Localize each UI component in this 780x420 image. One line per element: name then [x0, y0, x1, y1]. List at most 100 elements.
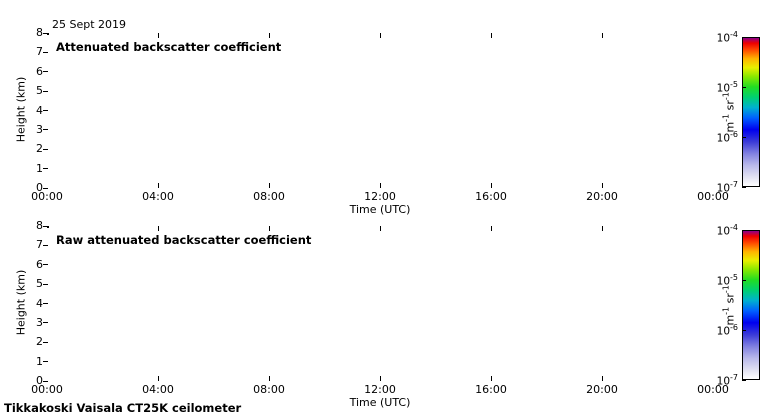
ytick-label: 1 — [36, 161, 43, 175]
ytick-mark — [43, 187, 48, 189]
colorbar-tickmark — [742, 186, 746, 188]
colorbar-tickmark — [742, 36, 746, 38]
xlabel-top: Time (UTC) — [349, 203, 411, 216]
ytick-label: 3 — [36, 122, 43, 136]
colorbar-tickmark — [742, 379, 746, 381]
ytick-label: 7 — [36, 45, 43, 59]
ytick-label: 6 — [36, 257, 43, 271]
ytick-mark — [43, 322, 48, 324]
xtick-mark — [268, 226, 270, 231]
ytick-label: 8 — [36, 26, 43, 39]
ytick-label: 7 — [36, 238, 43, 252]
xtick-mark — [601, 376, 603, 381]
ytick-label: 4 — [36, 103, 43, 117]
xtick-mark — [601, 226, 603, 231]
colorbar-bottom — [742, 230, 760, 380]
colorbar-tick-label: 10-4 — [716, 30, 738, 45]
ytick-mark — [43, 264, 48, 266]
xtick-mark — [379, 33, 381, 38]
ytick-label: 1 — [36, 354, 43, 368]
colorbar-tick-label: 10-4 — [716, 223, 738, 238]
xtick-mark — [490, 376, 492, 381]
ytick-mark — [43, 90, 48, 92]
xtick-mark — [268, 33, 270, 38]
xtick-label: 04:00 — [142, 383, 174, 396]
date-label: 25 Sept 2019 — [52, 18, 127, 31]
ytick-mark — [43, 71, 48, 73]
xtick-mark — [601, 183, 603, 188]
xtick-mark — [490, 226, 492, 231]
ytick-mark — [43, 168, 48, 170]
colorbar-tick-label: 10-5 — [716, 273, 738, 288]
xtick-mark — [157, 33, 159, 38]
ytick-label: 0 — [36, 181, 43, 194]
xtick-label: 12:00 — [364, 190, 396, 203]
ytick-label: 5 — [36, 277, 43, 291]
ytick-label: 6 — [36, 64, 43, 78]
xtick-label: 04:00 — [142, 190, 174, 203]
xtick-mark — [379, 376, 381, 381]
ytick-label: 2 — [36, 142, 43, 156]
colorbar-tick-label: 10-6 — [716, 323, 738, 338]
ytick-mark — [43, 303, 48, 304]
ytick-mark — [43, 283, 48, 285]
xtick-mark — [157, 226, 159, 231]
colorbar-tickmark — [742, 329, 746, 331]
ytick-mark — [43, 380, 48, 382]
plot-area-top[interactable] — [47, 33, 49, 35]
xtick-mark — [601, 33, 603, 38]
xtick-label: 12:00 — [364, 383, 396, 396]
xtick-mark — [379, 226, 381, 231]
colorbar-tickmark — [742, 229, 746, 231]
colorbar-gradient-bottom — [743, 231, 759, 379]
xtick-mark — [157, 376, 159, 381]
colorbar-tick-label: 10-7 — [716, 373, 738, 388]
colorbar-tick-label: 10-7 — [716, 180, 738, 195]
ytick-mark — [43, 148, 48, 150]
xtick-mark — [379, 183, 381, 188]
ytick-mark — [43, 341, 48, 343]
colorbar-tickmark — [742, 279, 746, 281]
ytick-mark — [43, 51, 48, 53]
xtick-label: 08:00 — [253, 383, 285, 396]
colorbar-top — [742, 37, 760, 187]
panel-raw-attenuated-backscatter — [47, 226, 713, 381]
xtick-label: 16:00 — [475, 383, 507, 396]
xtick-mark — [268, 183, 270, 188]
colorbar-unit-bottom: m-1 sr-1 — [721, 285, 737, 326]
ytick-label: 3 — [36, 315, 43, 329]
xtick-mark — [490, 183, 492, 188]
ytick-label: 0 — [36, 374, 43, 387]
colorbar-tick-label: 10-6 — [716, 130, 738, 145]
ytick-mark — [43, 110, 48, 111]
xtick-mark — [268, 376, 270, 381]
ytick-label: 8 — [36, 219, 43, 232]
ytick-label: 5 — [36, 84, 43, 98]
ytick-mark — [43, 244, 48, 246]
panel-attenuated-backscatter — [47, 33, 713, 188]
colorbar-tickmark — [742, 136, 746, 138]
ytick-mark — [43, 361, 48, 363]
ytick-mark — [43, 129, 48, 131]
ytick-mark — [43, 225, 48, 227]
colorbar-tick-label: 10-5 — [716, 80, 738, 95]
xtick-label: 20:00 — [586, 190, 618, 203]
plot-area-bottom[interactable] — [47, 226, 49, 228]
xtick-mark — [490, 33, 492, 38]
ytick-label: 4 — [36, 296, 43, 310]
colorbar-gradient-top — [743, 38, 759, 186]
footer-instrument-label: Tikkakoski Vaisala CT25K ceilometer — [4, 401, 242, 415]
colorbar-unit-top: m-1 sr-1 — [721, 92, 737, 133]
colorbar-tickmark — [742, 86, 746, 88]
xtick-label: 08:00 — [253, 190, 285, 203]
xtick-label: 00:00 — [31, 383, 63, 396]
xtick-label: 20:00 — [586, 383, 618, 396]
xtick-label: 00:00 — [697, 190, 729, 203]
xtick-label: 00:00 — [31, 190, 63, 203]
xlabel-bottom: Time (UTC) — [349, 396, 411, 409]
ytick-mark — [43, 32, 48, 34]
xtick-label: 00:00 — [697, 383, 729, 396]
ytick-label: 2 — [36, 335, 43, 349]
xtick-label: 16:00 — [475, 190, 507, 203]
